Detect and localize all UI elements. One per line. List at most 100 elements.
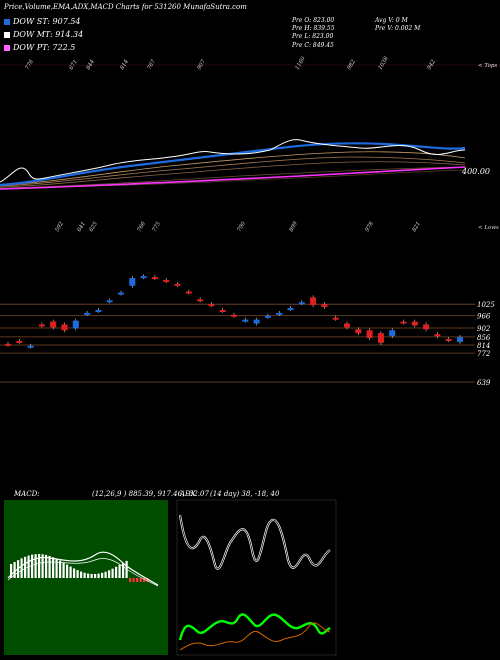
candle: [5, 343, 11, 346]
ema-line-3: [0, 161, 466, 188]
macd-bar: [45, 554, 48, 578]
candle: [129, 278, 136, 286]
price-level-label: 772: [477, 350, 491, 358]
candle: [377, 333, 384, 343]
macd-bar: [10, 564, 13, 578]
info-prev-open: Pre O: 823.00: [292, 17, 335, 24]
top-label: 767: [147, 58, 158, 71]
macd-bar: [48, 555, 51, 578]
candle: [151, 277, 158, 280]
low-label: 790: [237, 220, 248, 233]
candle: [95, 309, 102, 312]
candle: [321, 304, 328, 308]
ema-panel: < Tops 776 671 844 814 767 907 1160 982 1038 942 …: [0, 55, 500, 190]
top-label: 776: [25, 58, 36, 71]
macd-bar: [108, 570, 111, 578]
macd-bar: [52, 557, 55, 578]
lows-tag: < Lows: [478, 225, 499, 231]
candle: [457, 337, 463, 342]
top-label: 1038: [378, 55, 390, 71]
legend-label: DOW MT: 914.34: [13, 30, 84, 39]
macd-bar: [143, 578, 146, 582]
adx-background: [176, 499, 337, 656]
legend-dow-st: DOW ST: 907.54: [4, 17, 81, 26]
macd-bar: [132, 578, 135, 582]
candle: [16, 340, 23, 343]
price-panel: < Lows 592 641 625 766 775 790 899 978 821 1025 9…: [0, 220, 499, 387]
candle: [219, 309, 226, 312]
candle: [445, 339, 452, 342]
macd-bar: [31, 554, 34, 578]
candle: [366, 330, 373, 339]
top-label: 844: [86, 58, 97, 71]
dow-st-line: [0, 142, 466, 187]
di-minus-line: [179, 622, 331, 651]
low-labels: 592 641 625 766 775 790 899 978 821: [55, 220, 422, 233]
macd-bar: [41, 554, 44, 578]
info-prev-close: Pre C: 849.45: [292, 42, 334, 49]
legend-swatch-pink: [4, 44, 10, 51]
candle: [287, 308, 294, 311]
candle: [355, 329, 362, 334]
candle: [310, 297, 317, 306]
low-label: 641: [77, 221, 87, 233]
top-label: 907: [197, 58, 208, 71]
ema-line-1: [0, 151, 466, 186]
macd-bar: [139, 578, 142, 582]
top-label: 671: [69, 59, 79, 71]
candle: [434, 334, 441, 337]
macd-bar: [118, 564, 121, 578]
macd-bar: [136, 578, 139, 582]
macd-bar: [34, 554, 37, 578]
candle: [72, 320, 79, 329]
candle: [174, 283, 181, 286]
info-prev-vol: Pre V: 0.002 M: [375, 25, 421, 32]
low-label: 625: [89, 220, 100, 233]
macd-bar: [55, 558, 58, 578]
macd-bar: [69, 566, 72, 578]
candle: [185, 291, 192, 294]
macd-label: MACD:: [13, 490, 40, 498]
candle: [27, 345, 34, 348]
candle: [197, 299, 204, 302]
low-label: 592: [55, 220, 66, 233]
macd-bar: [90, 573, 93, 578]
macd-values: (12,26,9 ) 885.39, 917.46, -32.07: [92, 490, 209, 498]
candle: [38, 324, 45, 327]
adx-label: ADX: [179, 490, 197, 498]
candle: [423, 324, 430, 330]
macd-bar: [13, 562, 16, 578]
info-prev-high: Pre H: 839.55: [292, 25, 335, 32]
macd-bar: [129, 578, 132, 582]
price-level-label: 966: [477, 313, 491, 321]
macd-bar: [111, 568, 114, 578]
macd-bar: [62, 562, 65, 578]
adx-line-inner: [179, 514, 331, 569]
macd-bar: [97, 573, 100, 578]
dow-pt-line: [0, 166, 466, 190]
low-label: 978: [365, 220, 376, 233]
price-level-label: 856: [477, 334, 491, 342]
candle: [106, 300, 113, 303]
info-avg-vol: Avg V: 0 M: [375, 17, 408, 24]
macd-bar: [76, 570, 79, 578]
info-prev-low: Pre L: 823.00: [292, 33, 334, 40]
candle: [61, 324, 68, 331]
macd-signal-line: [7, 558, 159, 587]
candle: [276, 312, 283, 315]
ema-line-4: [0, 166, 466, 189]
price-level-label: 1025: [477, 301, 495, 309]
macd-bar: [20, 558, 23, 578]
candles: [5, 274, 463, 349]
price-level-label: 814: [477, 342, 490, 350]
macd-bar: [94, 573, 97, 578]
macd-bar: [38, 554, 41, 578]
low-label: 775: [152, 220, 163, 233]
tops-tag: < Tops: [478, 63, 497, 69]
ema-line-2: [0, 156, 466, 187]
candle: [231, 314, 237, 317]
price-level-label: 639: [477, 379, 491, 387]
candle: [298, 302, 305, 305]
candle: [344, 323, 350, 328]
